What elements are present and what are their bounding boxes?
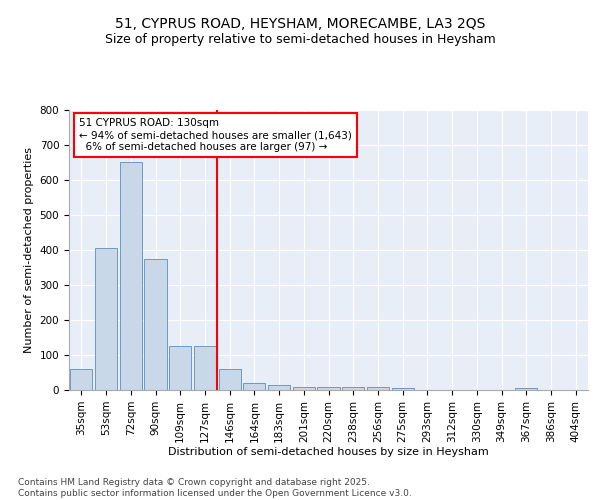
Bar: [70, 369, 92, 390]
Bar: [119, 162, 142, 390]
Bar: [194, 346, 216, 390]
Bar: [317, 386, 340, 390]
Bar: [293, 386, 315, 390]
X-axis label: Distribution of semi-detached houses by size in Heysham: Distribution of semi-detached houses by …: [168, 448, 489, 458]
Bar: [145, 259, 167, 390]
Bar: [392, 388, 414, 390]
Text: 51, CYPRUS ROAD, HEYSHAM, MORECAMBE, LA3 2QS: 51, CYPRUS ROAD, HEYSHAM, MORECAMBE, LA3…: [115, 18, 485, 32]
Text: 51 CYPRUS ROAD: 130sqm
← 94% of semi-detached houses are smaller (1,643)
  6% of: 51 CYPRUS ROAD: 130sqm ← 94% of semi-det…: [79, 118, 352, 152]
Bar: [169, 346, 191, 390]
Bar: [243, 383, 265, 390]
Bar: [95, 248, 117, 390]
Bar: [218, 369, 241, 390]
Bar: [268, 385, 290, 390]
Bar: [367, 386, 389, 390]
Y-axis label: Number of semi-detached properties: Number of semi-detached properties: [24, 147, 34, 353]
Bar: [515, 388, 538, 390]
Text: Contains HM Land Registry data © Crown copyright and database right 2025.
Contai: Contains HM Land Registry data © Crown c…: [18, 478, 412, 498]
Bar: [342, 386, 364, 390]
Text: Size of property relative to semi-detached houses in Heysham: Size of property relative to semi-detach…: [104, 32, 496, 46]
